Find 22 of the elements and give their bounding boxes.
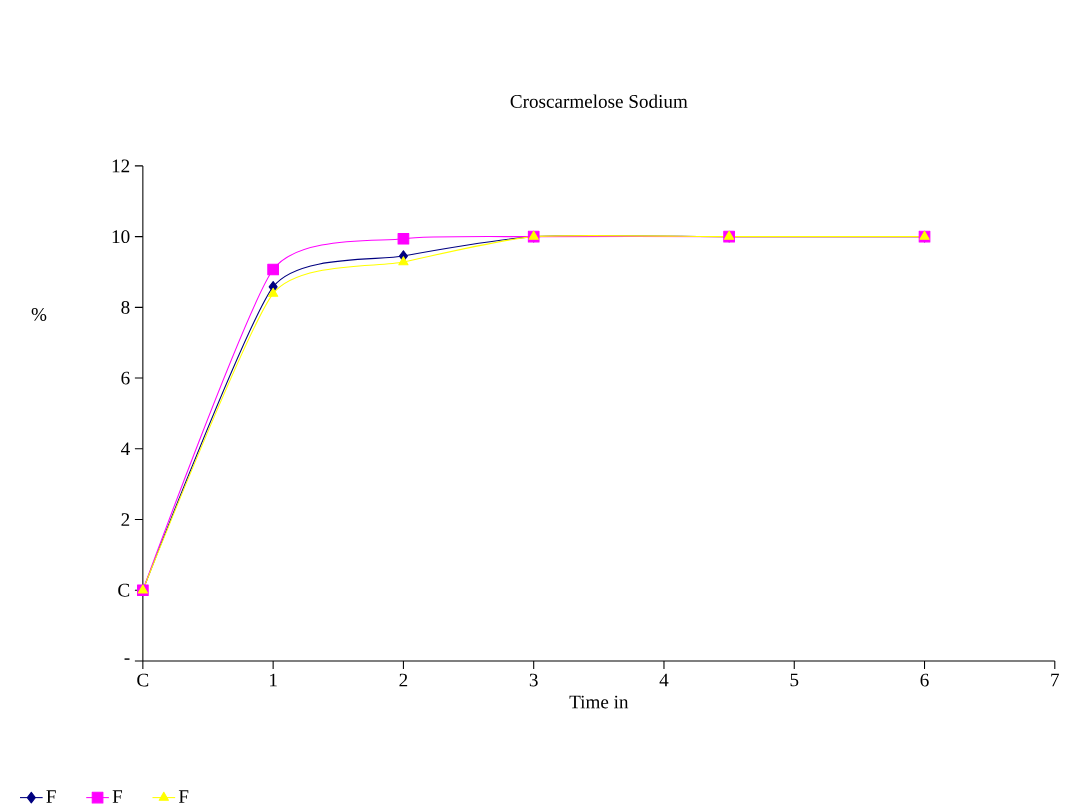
- y-axis-title: %: [31, 307, 47, 321]
- y-tick-label: 4: [121, 442, 130, 456]
- y-tick-label: C: [118, 583, 130, 597]
- x-tick-label: 4: [659, 673, 669, 687]
- legend-label: F: [46, 790, 56, 803]
- legend-label: F: [178, 790, 189, 803]
- x-tick-label: 3: [529, 673, 538, 687]
- y-tick-label: 10: [112, 230, 130, 244]
- y-tick-label: 12: [112, 159, 130, 173]
- x-axis-title: Time in: [569, 695, 629, 709]
- y-tick-label: -: [124, 658, 130, 660]
- y-tick-label: 8: [121, 300, 130, 314]
- x-tick-label: 6: [920, 673, 929, 687]
- x-tick-label: 7: [1051, 673, 1060, 687]
- x-tick-label: C: [137, 673, 149, 687]
- legend-label: F: [112, 790, 123, 803]
- x-tick-label: 2: [399, 673, 408, 687]
- y-tick-label: 6: [121, 371, 130, 385]
- y-tick-label: 2: [121, 513, 130, 526]
- x-tick-label: 5: [790, 673, 799, 687]
- x-tick-label: 1: [270, 673, 277, 687]
- chart-title: Croscarmelose Sodium: [510, 94, 688, 108]
